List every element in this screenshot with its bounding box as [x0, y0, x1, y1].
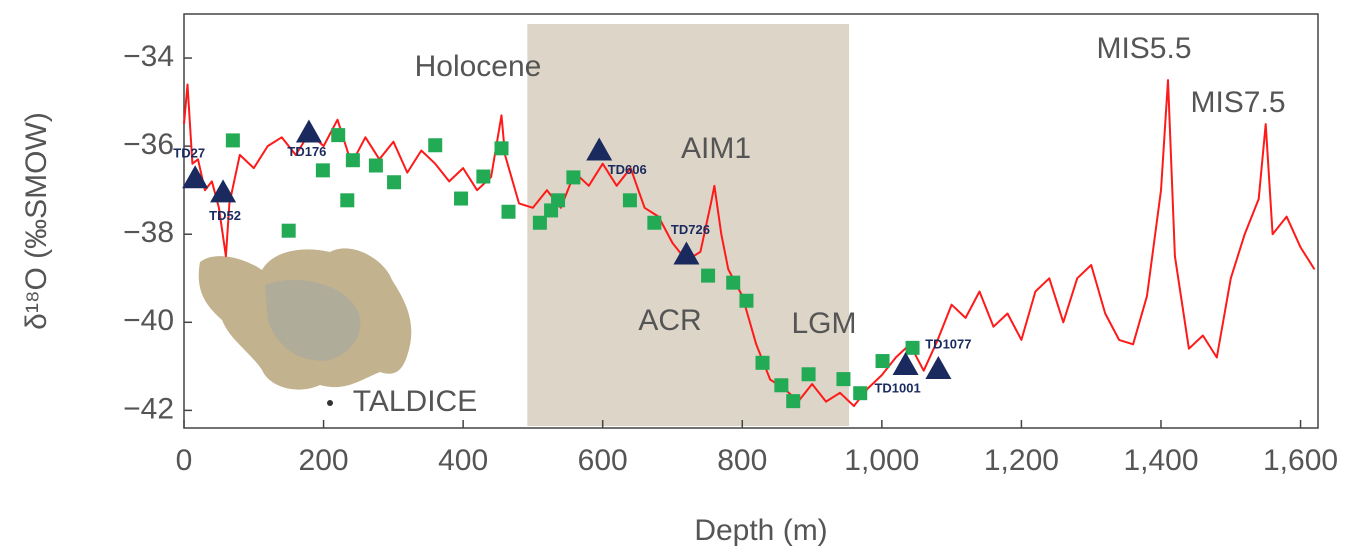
square-marker — [566, 170, 580, 184]
annotation: TALDICE — [353, 385, 477, 418]
triangle-label: TD1001 — [874, 380, 920, 395]
x-tick-label: 1,200 — [984, 444, 1059, 477]
triangle-marker — [296, 119, 322, 142]
taldice-site — [327, 400, 333, 406]
y-tick-label: −40 — [123, 304, 174, 337]
square-marker — [756, 356, 770, 370]
triangle-label: TD27 — [173, 146, 205, 161]
y-tick-label: −42 — [123, 392, 174, 425]
annotation: Holocene — [415, 50, 542, 83]
x-tick-label: 1,400 — [1123, 444, 1198, 477]
square-marker — [726, 276, 740, 290]
x-tick-label: 1,600 — [1263, 444, 1338, 477]
triangle-label: TD176 — [287, 144, 326, 159]
square-marker — [623, 193, 637, 207]
x-tick-label: 200 — [299, 444, 349, 477]
x-tick-label: 600 — [578, 444, 628, 477]
triangle-label: TD52 — [209, 208, 241, 223]
square-marker — [476, 170, 490, 184]
y-tick-label: −36 — [123, 128, 174, 161]
x-tick-label: 1,000 — [844, 444, 919, 477]
square-marker — [876, 354, 890, 368]
square-marker — [501, 205, 515, 219]
square-marker — [906, 341, 920, 355]
annotation: LGM — [791, 307, 856, 340]
square-marker — [739, 294, 753, 308]
annotation: MIS7.5 — [1190, 86, 1285, 119]
y-tick-label: −34 — [123, 40, 174, 73]
square-marker — [346, 153, 360, 167]
square-marker — [495, 141, 509, 155]
square-marker — [428, 138, 442, 152]
x-axis-title: Depth (m) — [694, 514, 827, 547]
y-axis-title: δ¹⁸O (‰SMOW) — [20, 112, 53, 330]
square-marker — [387, 175, 401, 189]
square-marker — [533, 216, 547, 230]
page: {"chart_data": { "type": "line", "x_labe… — [0, 0, 1352, 552]
square-marker — [701, 269, 715, 283]
annotation: AIM1 — [681, 132, 751, 165]
y-tick-label: −38 — [123, 216, 174, 249]
square-marker — [647, 216, 661, 230]
square-marker — [316, 163, 330, 177]
square-marker — [454, 192, 468, 206]
square-marker — [340, 193, 354, 207]
square-marker — [226, 133, 240, 147]
x-tick-label: 0 — [176, 444, 193, 477]
annotation: ACR — [638, 304, 701, 337]
x-tick-label: 800 — [717, 444, 767, 477]
square-marker — [836, 372, 850, 386]
square-marker — [786, 394, 800, 408]
triangle-label: TD1077 — [925, 336, 971, 351]
square-marker — [551, 193, 565, 207]
chart: 0 200 400 600 800 1,000 1,200 1,400 1,600 −34 −36 −… — [0, 0, 1352, 552]
square-marker — [853, 386, 867, 400]
annotation: MIS5.5 — [1096, 32, 1191, 65]
square-marker — [802, 367, 816, 381]
triangle-label: TD726 — [671, 222, 710, 237]
square-marker — [369, 159, 383, 173]
square-marker — [282, 224, 296, 238]
triangle-label: TD606 — [608, 162, 647, 177]
x-tick-label: 400 — [438, 444, 488, 477]
square-marker — [331, 128, 345, 142]
square-marker — [774, 378, 788, 392]
triangle-marker — [182, 165, 208, 188]
